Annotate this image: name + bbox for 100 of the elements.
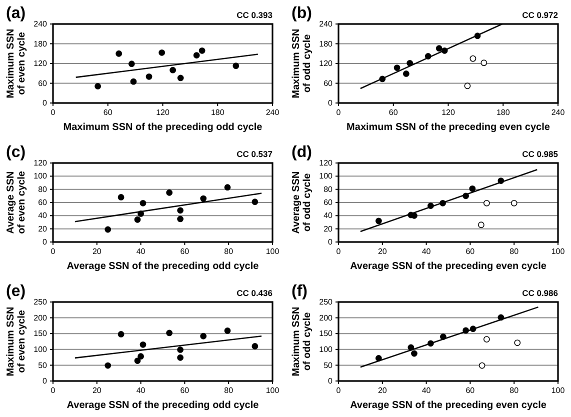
y-tick-label: 100 bbox=[34, 344, 48, 354]
x-tick-label: 20 bbox=[378, 386, 388, 395]
x-tick-label: 100 bbox=[551, 386, 566, 395]
x-tick-label: 0 bbox=[336, 386, 342, 395]
text: CC 0.537 bbox=[236, 149, 273, 159]
x-axis-title: Average SSN of the preceding odd cycle bbox=[66, 261, 260, 272]
point bbox=[224, 184, 231, 191]
x-tick-label: 40 bbox=[422, 386, 432, 395]
point bbox=[134, 358, 141, 364]
chart-title: (c) bbox=[6, 144, 26, 161]
x-tick-label: 60 bbox=[466, 247, 476, 256]
point bbox=[177, 216, 184, 222]
y-tick-label: 0 bbox=[328, 98, 334, 108]
y-tick-label: 100 bbox=[319, 344, 334, 354]
y-axis-title: Maximum SSN of odd cycle bbox=[291, 28, 313, 98]
point bbox=[177, 207, 184, 214]
y-tick-label: 60 bbox=[324, 198, 334, 208]
y-tick-label: 0 bbox=[42, 238, 48, 247]
text: CC 0.986 bbox=[522, 288, 558, 298]
y-tick-label: 40 bbox=[38, 211, 48, 220]
y-axis-title: Average SSN of even cycle bbox=[6, 170, 28, 234]
point bbox=[252, 198, 258, 206]
x-tick-label: 80 bbox=[224, 247, 234, 256]
point bbox=[193, 52, 200, 58]
y-tick-label: 0 bbox=[42, 98, 48, 108]
x-tick-label: 180 bbox=[210, 108, 225, 117]
point bbox=[177, 354, 184, 361]
y-tick-label: 120 bbox=[34, 158, 48, 168]
x-tick-label: 0 bbox=[50, 386, 56, 395]
chart-title: (a) bbox=[6, 5, 26, 22]
point bbox=[470, 55, 476, 62]
y-tick-label: 120 bbox=[34, 59, 48, 68]
y-tick-label: 0 bbox=[42, 376, 48, 386]
y-tick-label: 40 bbox=[324, 211, 334, 220]
x-tick-label: 20 bbox=[378, 247, 388, 256]
y-tick-label: 240 bbox=[34, 20, 48, 29]
y-tick-label: 60 bbox=[324, 78, 334, 88]
y-tick-label: 120 bbox=[319, 158, 334, 168]
point bbox=[510, 200, 518, 206]
point bbox=[200, 332, 207, 340]
x-tick-label: 80 bbox=[510, 247, 520, 256]
x-axis-title: Maximum SSN of the preceding odd cycle bbox=[63, 122, 263, 133]
x-tick-label: 40 bbox=[136, 247, 146, 256]
y-tick-label: 20 bbox=[38, 224, 48, 234]
y-axis-title: Maximum SSN of odd cycle bbox=[291, 306, 313, 376]
x-axis-title: Average SSN of the preceding even cycle bbox=[350, 400, 547, 411]
x-tick-label: 240 bbox=[551, 108, 566, 117]
x-tick-label: 120 bbox=[442, 108, 456, 117]
y-tick-label: 200 bbox=[319, 313, 334, 322]
y-tick-label: 150 bbox=[319, 329, 334, 338]
chart-title: (f) bbox=[292, 283, 308, 300]
x-tick-label: 40 bbox=[422, 247, 432, 256]
point bbox=[514, 340, 521, 346]
point bbox=[483, 336, 490, 342]
x-tick-label: 20 bbox=[92, 247, 102, 256]
point bbox=[104, 226, 112, 233]
point bbox=[469, 185, 476, 192]
x-tick-label: 80 bbox=[510, 386, 520, 395]
y-tick-label: 0 bbox=[328, 376, 334, 386]
x-tick-label: 100 bbox=[551, 247, 566, 256]
x-tick-label: 100 bbox=[266, 386, 280, 395]
y-tick-label: 60 bbox=[38, 78, 48, 88]
y-tick-label: 0 bbox=[328, 238, 334, 247]
x-axis-title: Average SSN of the preceding even cycle bbox=[350, 261, 547, 272]
x-tick-label: 240 bbox=[266, 108, 280, 117]
point bbox=[140, 200, 146, 206]
text: CC 0.985 bbox=[522, 149, 558, 159]
y-tick-label: 250 bbox=[319, 298, 334, 307]
y-tick-label: 50 bbox=[38, 360, 48, 370]
y-tick-label: 200 bbox=[34, 313, 48, 322]
text: CC 0.972 bbox=[522, 10, 558, 20]
text: CC 0.393 bbox=[236, 10, 273, 20]
point bbox=[483, 200, 490, 206]
point bbox=[478, 222, 484, 228]
x-tick-label: 60 bbox=[388, 108, 398, 117]
x-tick-label: 40 bbox=[136, 386, 146, 395]
point bbox=[166, 189, 173, 196]
point bbox=[232, 62, 240, 70]
y-tick-label: 50 bbox=[324, 360, 334, 370]
y-tick-label: 100 bbox=[319, 172, 334, 181]
point bbox=[138, 353, 144, 360]
point bbox=[177, 346, 184, 353]
point bbox=[118, 331, 124, 338]
y-tick-label: 150 bbox=[34, 329, 48, 338]
y-tick-label: 120 bbox=[319, 59, 334, 68]
point bbox=[464, 82, 471, 90]
point bbox=[394, 64, 400, 71]
y-tick-label: 100 bbox=[34, 172, 48, 181]
x-tick-label: 20 bbox=[92, 386, 102, 395]
point bbox=[166, 330, 173, 336]
x-tick-label: 0 bbox=[336, 108, 342, 117]
point bbox=[411, 350, 418, 357]
point bbox=[200, 195, 207, 202]
x-axis-title: Maximum SSN of the preceding even cycle bbox=[346, 122, 550, 133]
y-axis-title: Maximum SSN of even cycle bbox=[6, 28, 28, 98]
chart-title: (b) bbox=[292, 5, 312, 22]
y-axis-title: Maximum SSN of even cycle bbox=[6, 306, 28, 376]
chart-title: (d) bbox=[292, 144, 312, 161]
x-tick-label: 0 bbox=[50, 108, 56, 117]
point bbox=[158, 49, 166, 56]
